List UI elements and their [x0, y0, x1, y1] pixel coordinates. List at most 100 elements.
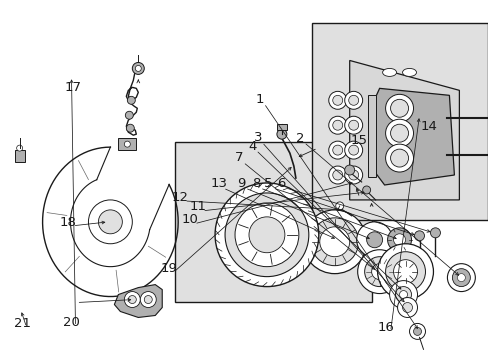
Polygon shape: [175, 142, 371, 302]
Circle shape: [348, 120, 358, 130]
Circle shape: [140, 292, 156, 307]
Text: 6: 6: [277, 177, 285, 190]
Text: 7: 7: [234, 151, 243, 164]
Polygon shape: [311, 23, 488, 220]
Circle shape: [447, 264, 474, 292]
Circle shape: [124, 292, 140, 307]
Polygon shape: [349, 60, 458, 200]
Circle shape: [344, 116, 362, 134]
Circle shape: [362, 186, 370, 194]
Text: 5: 5: [264, 177, 272, 190]
Text: 15: 15: [349, 134, 366, 147]
Circle shape: [357, 250, 401, 293]
Circle shape: [98, 210, 122, 234]
Circle shape: [393, 234, 405, 246]
Bar: [118, 138, 136, 150]
Circle shape: [385, 119, 413, 147]
Circle shape: [348, 170, 358, 180]
Circle shape: [135, 66, 141, 71]
Circle shape: [456, 274, 465, 282]
Circle shape: [390, 149, 407, 167]
Circle shape: [385, 252, 425, 292]
Circle shape: [393, 260, 417, 284]
Circle shape: [332, 120, 342, 130]
Circle shape: [389, 280, 417, 309]
Circle shape: [451, 269, 469, 287]
Text: 1: 1: [255, 93, 264, 106]
Circle shape: [215, 183, 318, 287]
Text: 10: 10: [181, 213, 198, 226]
Circle shape: [429, 228, 440, 238]
Ellipse shape: [382, 68, 396, 76]
Circle shape: [235, 203, 298, 267]
Text: 20: 20: [63, 316, 80, 329]
Bar: [276, 124, 286, 130]
Text: 16: 16: [377, 320, 393, 333]
Circle shape: [224, 193, 308, 276]
Text: 8: 8: [251, 177, 260, 190]
Text: 3: 3: [253, 131, 262, 144]
Circle shape: [17, 145, 22, 151]
Circle shape: [328, 116, 346, 134]
Circle shape: [335, 202, 343, 210]
Circle shape: [377, 244, 432, 300]
Circle shape: [348, 95, 358, 105]
Circle shape: [124, 141, 130, 147]
Circle shape: [125, 111, 133, 119]
Circle shape: [397, 298, 417, 318]
Circle shape: [332, 145, 342, 155]
Circle shape: [344, 141, 362, 159]
Circle shape: [132, 62, 144, 75]
Text: 21: 21: [14, 317, 31, 330]
Circle shape: [88, 200, 132, 244]
Circle shape: [356, 222, 392, 258]
Circle shape: [395, 287, 411, 302]
Circle shape: [328, 91, 346, 109]
Circle shape: [348, 145, 358, 155]
Bar: [15, 150, 24, 162]
Bar: [367, 95, 375, 177]
Circle shape: [344, 165, 354, 175]
Text: 14: 14: [420, 121, 436, 134]
Ellipse shape: [402, 68, 416, 76]
Circle shape: [385, 94, 413, 122]
Circle shape: [144, 296, 152, 303]
Circle shape: [390, 124, 407, 142]
Circle shape: [344, 166, 362, 184]
Text: 17: 17: [64, 81, 81, 94]
Circle shape: [414, 231, 424, 241]
Circle shape: [364, 257, 394, 287]
Circle shape: [332, 95, 342, 105]
Circle shape: [248, 217, 285, 253]
Circle shape: [332, 170, 342, 180]
Polygon shape: [114, 285, 162, 318]
Circle shape: [328, 141, 346, 159]
Text: 4: 4: [247, 140, 256, 153]
Circle shape: [408, 323, 425, 339]
Text: 12: 12: [171, 191, 188, 204]
Circle shape: [390, 99, 407, 117]
Circle shape: [402, 302, 412, 312]
Circle shape: [344, 91, 362, 109]
Circle shape: [385, 144, 413, 172]
Circle shape: [127, 96, 135, 104]
Circle shape: [302, 210, 366, 274]
Circle shape: [366, 232, 382, 248]
Text: 2: 2: [295, 132, 304, 145]
Circle shape: [319, 227, 349, 257]
Circle shape: [126, 124, 134, 132]
Text: 11: 11: [189, 201, 206, 213]
Circle shape: [276, 129, 286, 139]
Circle shape: [387, 228, 411, 252]
Circle shape: [371, 264, 387, 280]
Text: 13: 13: [210, 177, 227, 190]
Text: 19: 19: [160, 262, 177, 275]
Polygon shape: [369, 88, 453, 185]
Circle shape: [413, 328, 421, 336]
Text: 18: 18: [60, 216, 76, 229]
Circle shape: [128, 296, 136, 303]
Circle shape: [310, 218, 358, 266]
Text: 9: 9: [237, 177, 245, 190]
Circle shape: [328, 166, 346, 184]
Circle shape: [399, 291, 407, 298]
